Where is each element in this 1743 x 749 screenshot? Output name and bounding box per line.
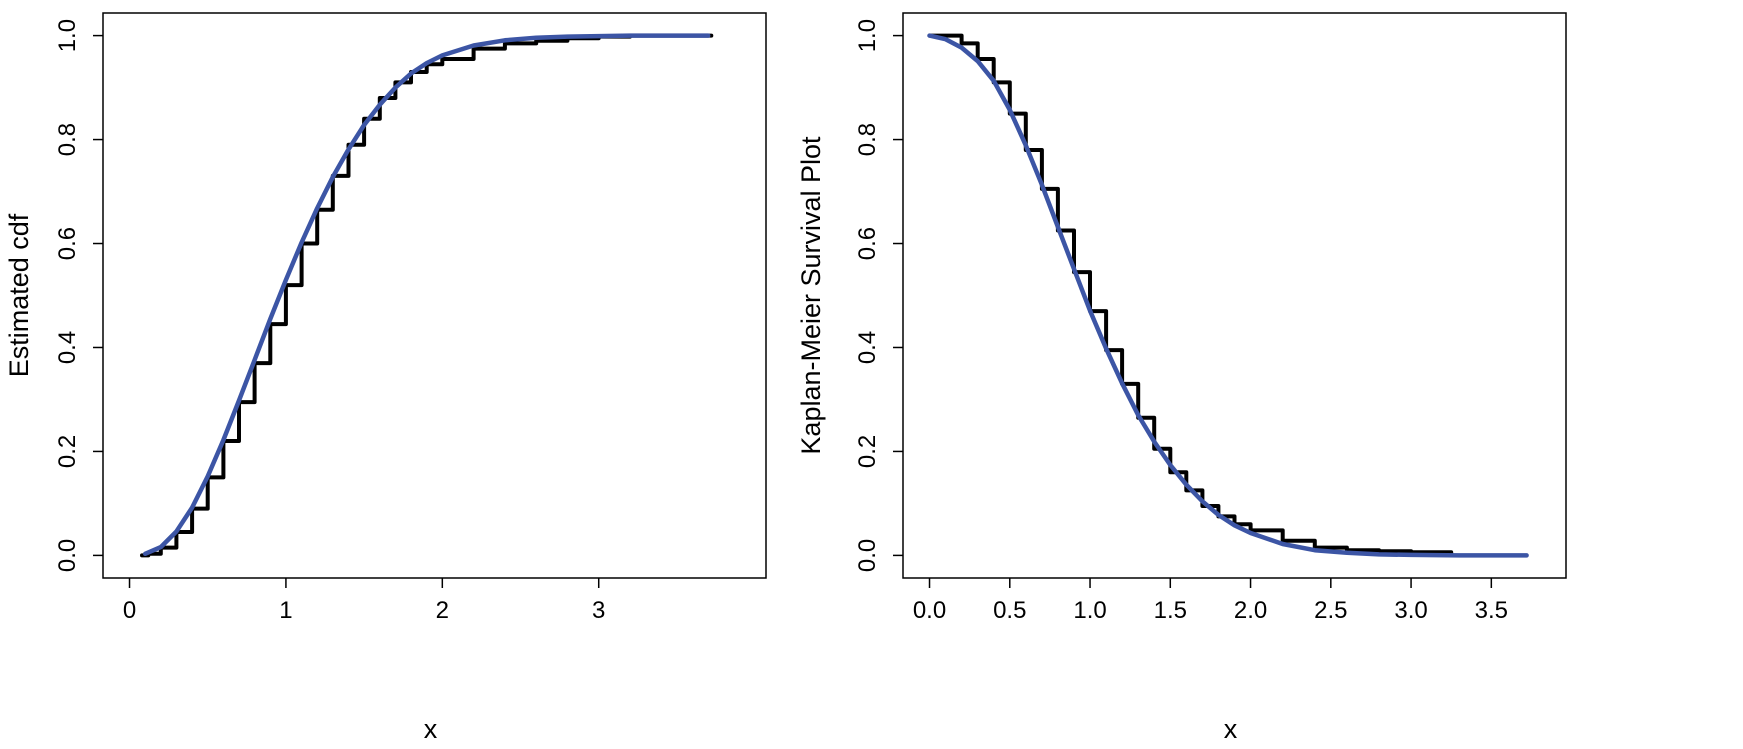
survival-x-tick-label: 0.0 xyxy=(913,597,946,624)
survival-y-axis-label: Kaplan-Meier Survival Plot xyxy=(796,136,826,455)
survival-y-tick-label: 0.6 xyxy=(854,227,881,260)
survival-x-tick-label: 3.5 xyxy=(1475,597,1508,624)
survival-x-tick-label: 2.5 xyxy=(1314,597,1347,624)
cdf-y-tick-label: 0.2 xyxy=(54,435,81,468)
cdf-plot-frame xyxy=(102,12,767,579)
cdf-x-tick-label: 1 xyxy=(279,597,292,624)
cdf-x-axis-label: x xyxy=(424,714,438,744)
cdf-y-tick-label: 0.8 xyxy=(54,123,81,156)
survival-fitted-curve xyxy=(927,33,1529,558)
cdf-y-axis: 0.0 0.2 0.4 0.6 0.8 1.0 xyxy=(54,19,103,572)
survival-plot-frame xyxy=(902,12,1567,579)
survival-y-tick-label: 1.0 xyxy=(854,19,881,52)
survival-y-axis: 0.0 0.2 0.4 0.6 0.8 1.0 xyxy=(854,19,903,572)
cdf-x-tick-label: 0 xyxy=(123,597,136,624)
cdf-fitted-curve xyxy=(142,33,711,557)
cdf-panel: 0 1 2 3 0.0 0.2 0.4 0.6 0.8 1.0 x Estimated cdf xyxy=(4,12,767,744)
survival-x-axis-label: x xyxy=(1224,714,1238,744)
cdf-plot-area xyxy=(140,33,714,558)
survival-x-tick-label: 1.0 xyxy=(1073,597,1106,624)
cdf-x-axis: 0 1 2 3 xyxy=(123,578,605,624)
survival-x-axis: 0.0 0.5 1.0 1.5 2.0 2.5 3.0 3.5 xyxy=(913,578,1508,624)
survival-y-tick-label: 0.4 xyxy=(854,331,881,364)
survival-y-tick-label: 0.2 xyxy=(854,435,881,468)
survival-empirical-step-line xyxy=(927,33,1454,555)
survival-y-tick-label: 0.8 xyxy=(854,123,881,156)
cdf-empirical-step-line xyxy=(140,33,714,558)
survival-x-tick-label: 0.5 xyxy=(993,597,1026,624)
survival-x-tick-label: 3.0 xyxy=(1394,597,1427,624)
survival-x-tick-label: 1.5 xyxy=(1154,597,1187,624)
cdf-y-tick-label: 1.0 xyxy=(54,19,81,52)
cdf-x-tick-label: 3 xyxy=(592,597,605,624)
cdf-y-tick-label: 0.6 xyxy=(54,227,81,260)
cdf-y-axis-label: Estimated cdf xyxy=(4,213,34,377)
cdf-x-tick-label: 2 xyxy=(436,597,449,624)
survival-panel: 0.0 0.5 1.0 1.5 2.0 2.5 3.0 3.5 0.0 0.2 0.4 0.6 0.8… xyxy=(796,12,1567,744)
cdf-y-tick-label: 0.0 xyxy=(54,539,81,572)
survival-y-tick-label: 0.0 xyxy=(854,539,881,572)
cdf-y-tick-label: 0.4 xyxy=(54,331,81,364)
survival-x-tick-label: 2.0 xyxy=(1234,597,1267,624)
survival-plot-area xyxy=(927,33,1529,558)
